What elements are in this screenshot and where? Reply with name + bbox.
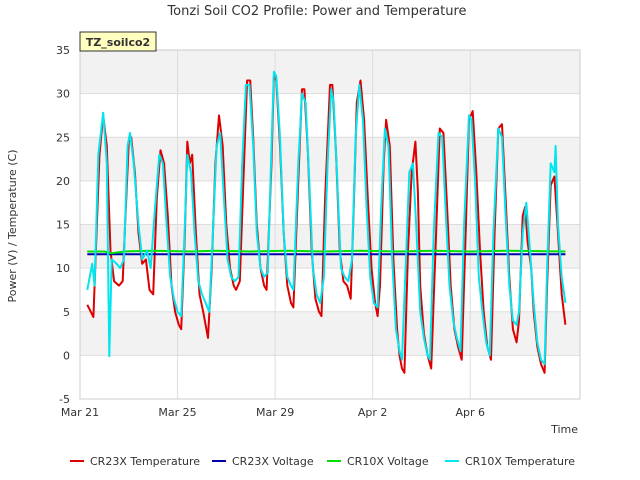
legend-label: CR10X Temperature (465, 455, 575, 468)
x-tick-label: Apr 2 (358, 406, 388, 419)
legend-item-cr10x-voltage: CR10X Voltage (327, 455, 429, 468)
legend-item-cr23x-temperature: CR23X Temperature (70, 455, 200, 468)
grid-band (80, 311, 580, 356)
y-tick-label: 15 (56, 219, 70, 232)
legend: CR23X Temperature CR23X Voltage CR10X Volt… (70, 455, 575, 468)
legend-item-cr23x-voltage: CR23X Voltage (212, 455, 314, 468)
y-tick-label: 5 (63, 306, 70, 319)
grid-band (80, 268, 580, 312)
y-tick-label: 20 (56, 175, 70, 188)
grid-band (80, 224, 580, 269)
series-line-cr10x-temperature (86, 70, 567, 366)
y-tick-label: 10 (56, 262, 70, 275)
plot-frame (79, 49, 581, 400)
y-axis-label: Power (V) / Temperature (C) (6, 149, 19, 302)
badge-label: TZ_soilco2 (86, 36, 150, 49)
y-tick-label: -5 (59, 393, 70, 406)
grid-band (80, 355, 580, 399)
x-tick-label: Mar 29 (256, 406, 294, 419)
legend-item-cr10x-temperature: CR10X Temperature (445, 455, 575, 468)
x-axis: Mar 21 Mar 25 Mar 29 Apr 2 Apr 6 (61, 406, 485, 419)
x-axis-label: Time (550, 423, 578, 436)
y-tick-label: 25 (56, 131, 70, 144)
badge: TZ_soilco2 (79, 31, 157, 52)
x-tick-label: Mar 21 (61, 406, 99, 419)
legend-label: CR23X Voltage (232, 455, 314, 468)
y-axis: -5 0 5 10 15 20 25 30 35 (56, 44, 70, 406)
y-tick-label: 30 (56, 88, 70, 101)
series-lines (86, 70, 567, 374)
y-tick-label: 35 (56, 44, 70, 57)
x-tick-label: Mar 25 (158, 406, 196, 419)
x-tick-label: Apr 6 (455, 406, 485, 419)
y-tick-label: 0 (63, 349, 70, 362)
badge-box (79, 31, 157, 52)
chart-title: Tonzi Soil CO2 Profile: Power and Temper… (166, 4, 466, 19)
legend-label: CR23X Temperature (90, 455, 200, 468)
legend-label: CR10X Voltage (347, 455, 429, 468)
